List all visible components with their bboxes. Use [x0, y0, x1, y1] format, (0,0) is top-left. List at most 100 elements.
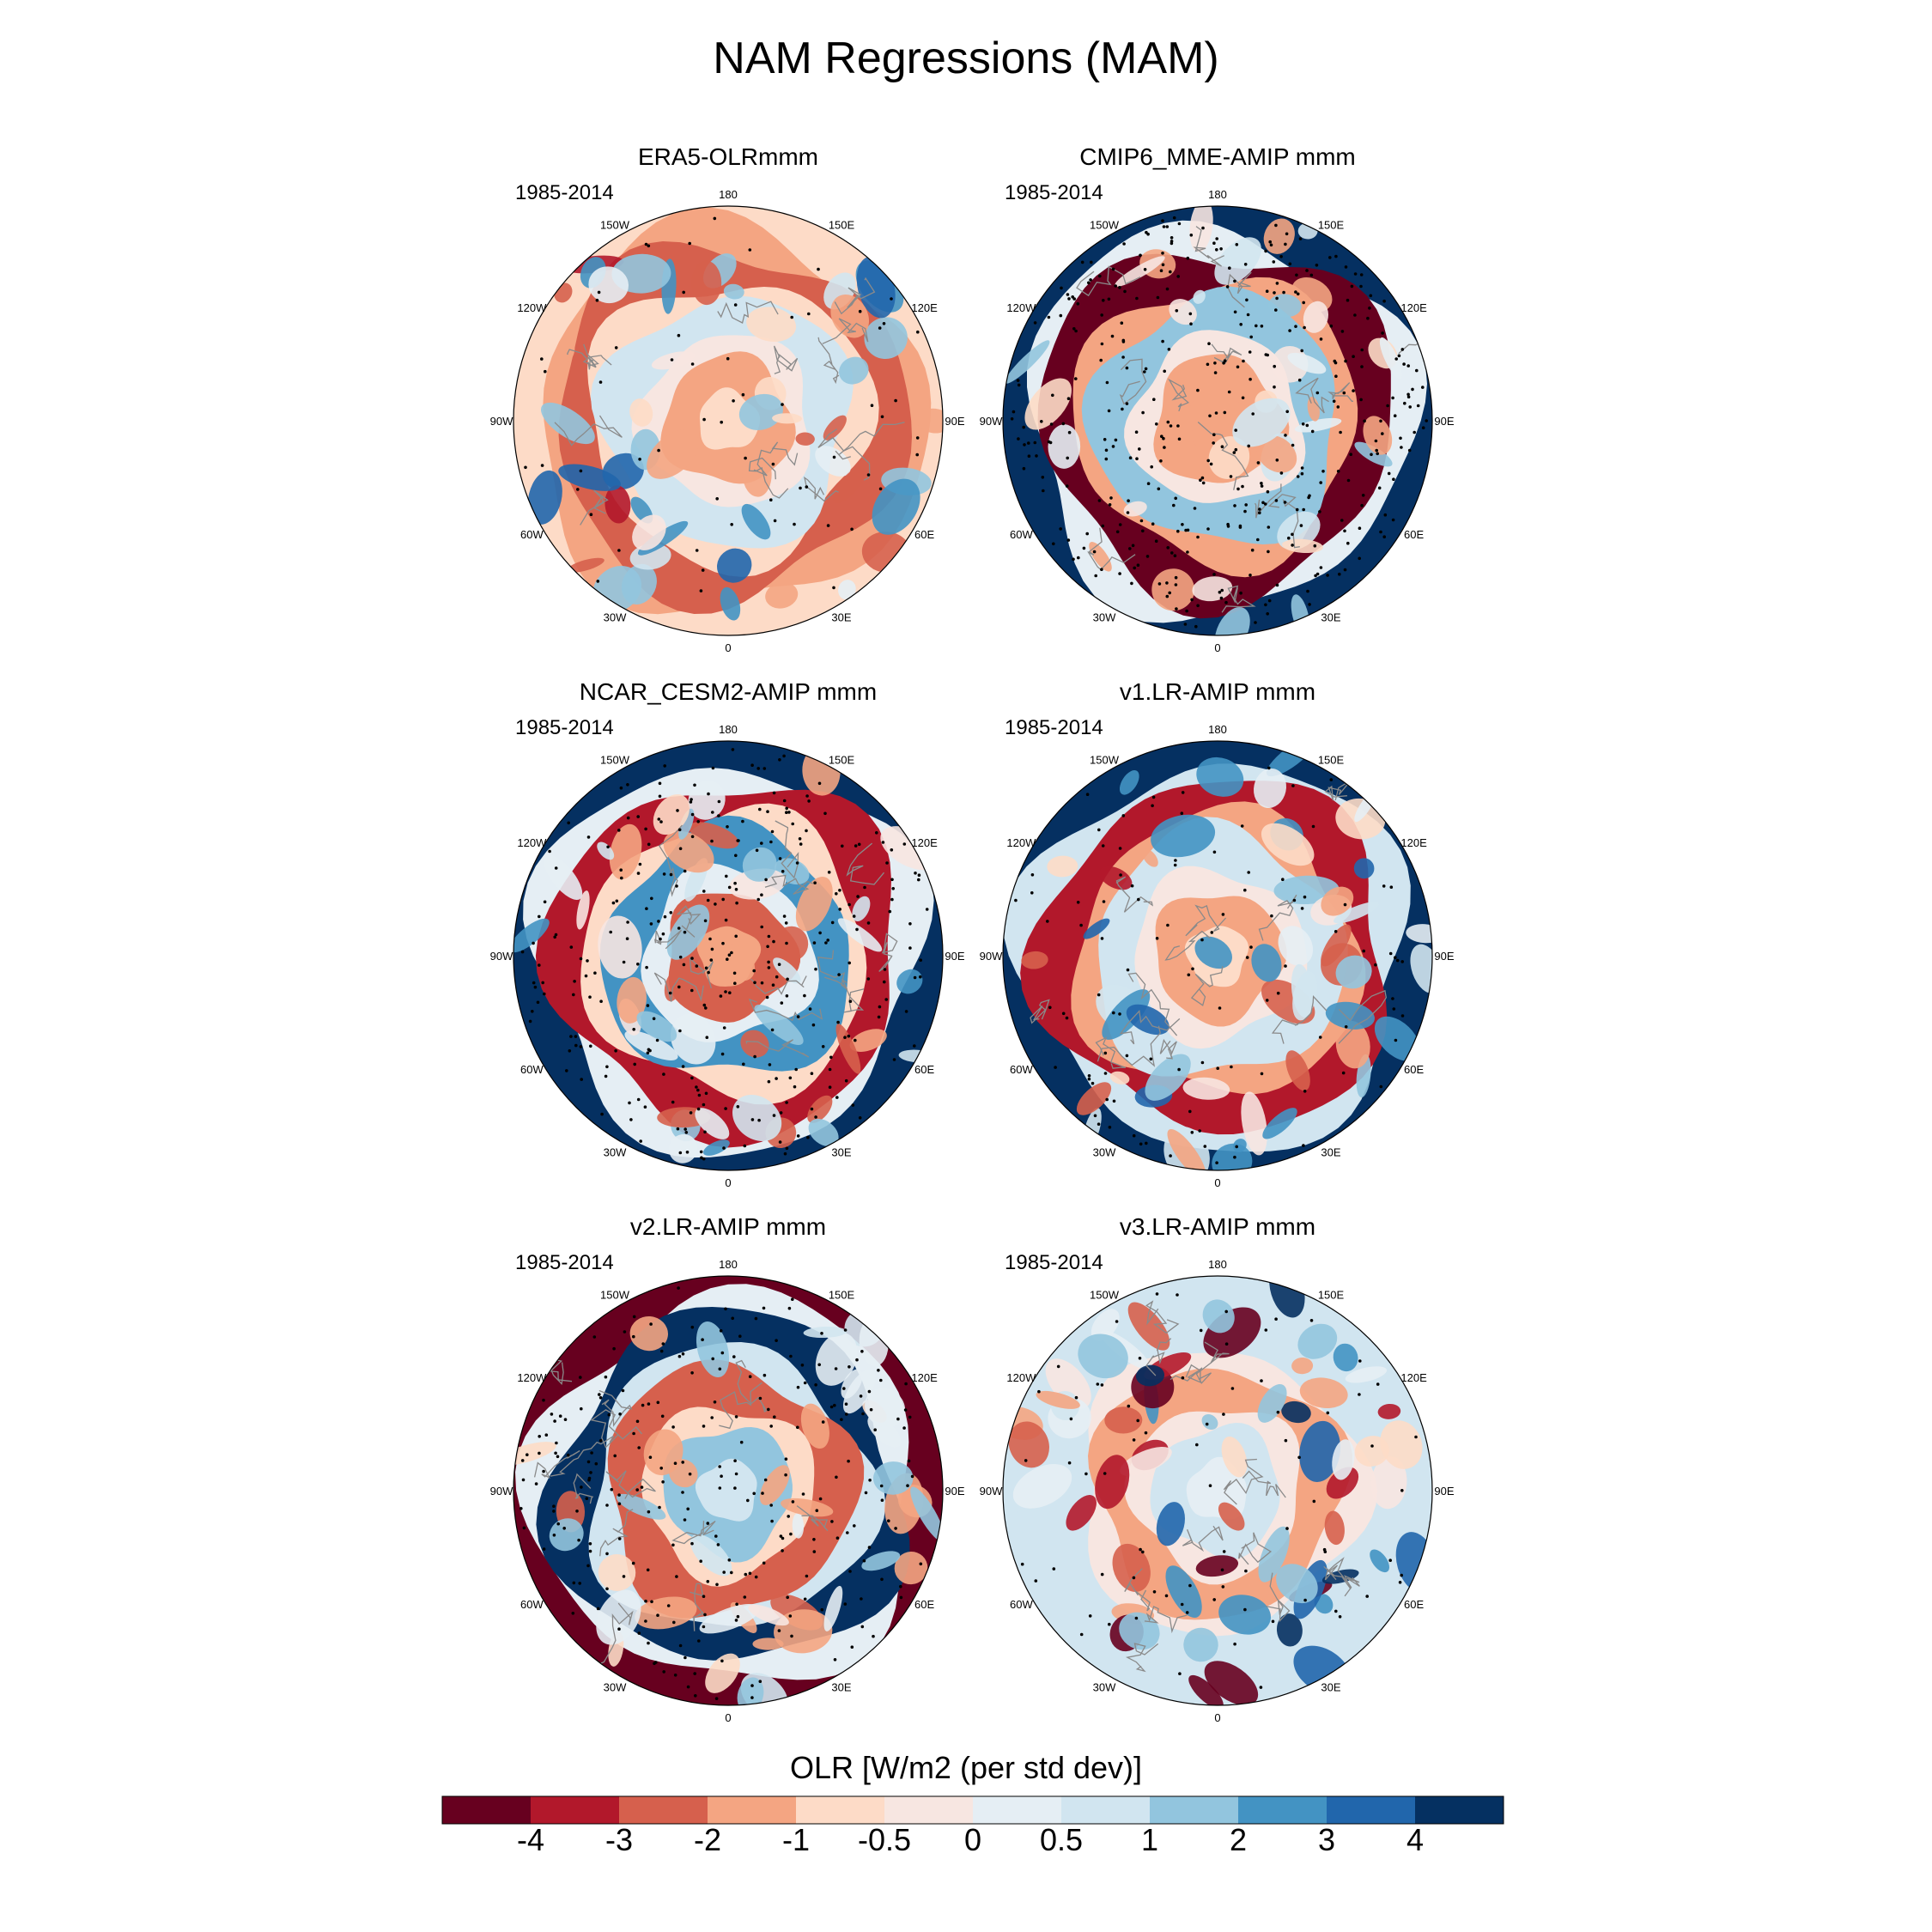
longitude-label: 30E [831, 611, 851, 624]
olr-field [1003, 1276, 1432, 1705]
olr-field [513, 1276, 943, 1705]
longitude-label: 90E [945, 415, 964, 428]
colorbar-tick-label: -1 [781, 1822, 811, 1857]
colorbar-swatch [708, 1796, 796, 1824]
panel-period: 1985-2014 [1005, 181, 1103, 204]
colorbar-tick-label: 0.5 [1039, 1822, 1084, 1857]
colorbar-swatch [619, 1796, 708, 1824]
longitude-label: 120E [911, 836, 938, 849]
colorbar-swatch [1061, 1796, 1150, 1824]
longitude-label: 90W [980, 415, 1003, 428]
longitude-label: 0 [725, 1711, 731, 1724]
colorbar [441, 1795, 1504, 1825]
longitude-label: 30W [1093, 1146, 1116, 1159]
longitude-label: 0 [725, 1176, 731, 1189]
longitude-label: 90E [1434, 1485, 1454, 1498]
colorbar-swatch [1238, 1796, 1327, 1824]
map-panel: 180 150E 120E 90E 60E 30E 0 30W 60W 90W 120W 150W v2… [490, 1213, 965, 1724]
longitude-label: 150W [1090, 753, 1120, 766]
colorbar-tick-label: 0 [963, 1822, 982, 1857]
longitude-label: 60E [1404, 1598, 1424, 1611]
colorbar-tick-label: -2 [693, 1822, 722, 1857]
longitude-label: 120E [1400, 301, 1427, 314]
longitude-label: 60W [520, 1063, 544, 1076]
olr-field [513, 206, 943, 635]
map-panel: 180 150E 120E 90E 60E 30E 0 30W 60W 90W 120W 150W CM… [980, 143, 1455, 654]
longitude-label: 150W [600, 1288, 630, 1301]
longitude-label: 30W [1093, 611, 1116, 624]
longitude-label: 90E [1434, 415, 1454, 428]
longitude-label: 150W [1090, 218, 1120, 231]
map-panel: 180 150E 120E 90E 60E 30E 0 30W 60W 90W 120W 150W v3… [980, 1213, 1455, 1724]
longitude-label: 60E [1404, 528, 1424, 541]
panel-title: v1.LR-AMIP mmm [1120, 678, 1315, 705]
longitude-label: 0 [1214, 1176, 1220, 1189]
map-panel: 180 150E 120E 90E 60E 30E 0 30W 60W 90W 120W 150W v1… [980, 678, 1455, 1189]
longitude-label: 120W [517, 836, 547, 849]
figure-title: NAM Regressions (MAM) [713, 33, 1219, 83]
panel-period: 1985-2014 [1005, 1251, 1103, 1274]
colorbar-tick-label: 3 [1317, 1822, 1336, 1857]
significance-stipple [519, 1286, 923, 1700]
longitude-label: 30W [604, 1681, 627, 1694]
map-border [1002, 205, 1433, 636]
colorbar-swatch [1327, 1796, 1415, 1824]
colorbar-swatch [442, 1796, 531, 1824]
map-border [513, 740, 944, 1171]
longitude-label: 60W [520, 1598, 544, 1611]
longitude-label: 180 [719, 188, 738, 201]
colorbar-tick-label: 2 [1229, 1822, 1248, 1857]
longitude-label: 0 [1214, 1711, 1220, 1724]
longitude-label: 30E [1321, 1681, 1340, 1694]
map-border [513, 1275, 944, 1706]
longitude-label: 60W [520, 528, 544, 541]
colorbar-swatch [973, 1796, 1061, 1824]
longitude-label: 30E [1321, 611, 1340, 624]
colorbar-swatch [1415, 1796, 1504, 1824]
significance-stipple [1020, 1292, 1418, 1689]
map-border [1002, 1275, 1433, 1706]
longitude-label: 90W [980, 1485, 1003, 1498]
longitude-label: 120W [1006, 1371, 1036, 1384]
longitude-label: 120E [911, 301, 938, 314]
longitude-label: 120E [911, 1371, 938, 1384]
longitude-label: 30W [1093, 1681, 1116, 1694]
longitude-label: 150W [600, 218, 630, 231]
map-border [1002, 740, 1433, 1171]
longitude-label: 180 [719, 723, 738, 736]
longitude-label: 90E [1434, 950, 1454, 963]
coastlines [1076, 226, 1432, 613]
panel-title: CMIP6_MME-AMIP mmm [1079, 143, 1356, 170]
significance-stipple [520, 748, 929, 1161]
longitude-label: 60W [1010, 1063, 1033, 1076]
longitude-label: 120W [1006, 836, 1036, 849]
longitude-label: 180 [719, 1258, 738, 1271]
longitude-label: 0 [1214, 641, 1220, 654]
longitude-label: 120E [1400, 1371, 1427, 1384]
longitude-label: 0 [725, 641, 731, 654]
longitude-label: 150E [829, 1288, 855, 1301]
colorbar-tick-label: -0.5 [857, 1822, 912, 1857]
colorbar-swatch [1150, 1796, 1238, 1824]
longitude-label: 120W [517, 301, 547, 314]
panel-title: ERA5-OLRmmm [638, 143, 818, 170]
longitude-label: 30W [604, 1146, 627, 1159]
panel-period: 1985-2014 [515, 181, 614, 204]
longitude-label: 120W [517, 1371, 547, 1384]
longitude-label: 150E [829, 753, 855, 766]
longitude-label: 60E [914, 1063, 934, 1076]
colorbar-tick-label: -3 [605, 1822, 634, 1857]
significance-stipple [524, 216, 920, 592]
longitude-label: 60W [1010, 528, 1033, 541]
longitude-label: 180 [1208, 1258, 1227, 1271]
longitude-label: 90E [945, 1485, 964, 1498]
longitude-label: 30E [1321, 1146, 1340, 1159]
olr-field [1003, 741, 1432, 1170]
panel-title: NCAR_CESM2-AMIP mmm [580, 678, 877, 705]
coastlines [554, 276, 905, 526]
panel-period: 1985-2014 [515, 1251, 614, 1274]
longitude-label: 180 [1208, 723, 1227, 736]
colorbar-title: OLR [W/m2 (per std dev)] [789, 1750, 1143, 1785]
colorbar-swatch [796, 1796, 884, 1824]
longitude-label: 180 [1208, 188, 1227, 201]
